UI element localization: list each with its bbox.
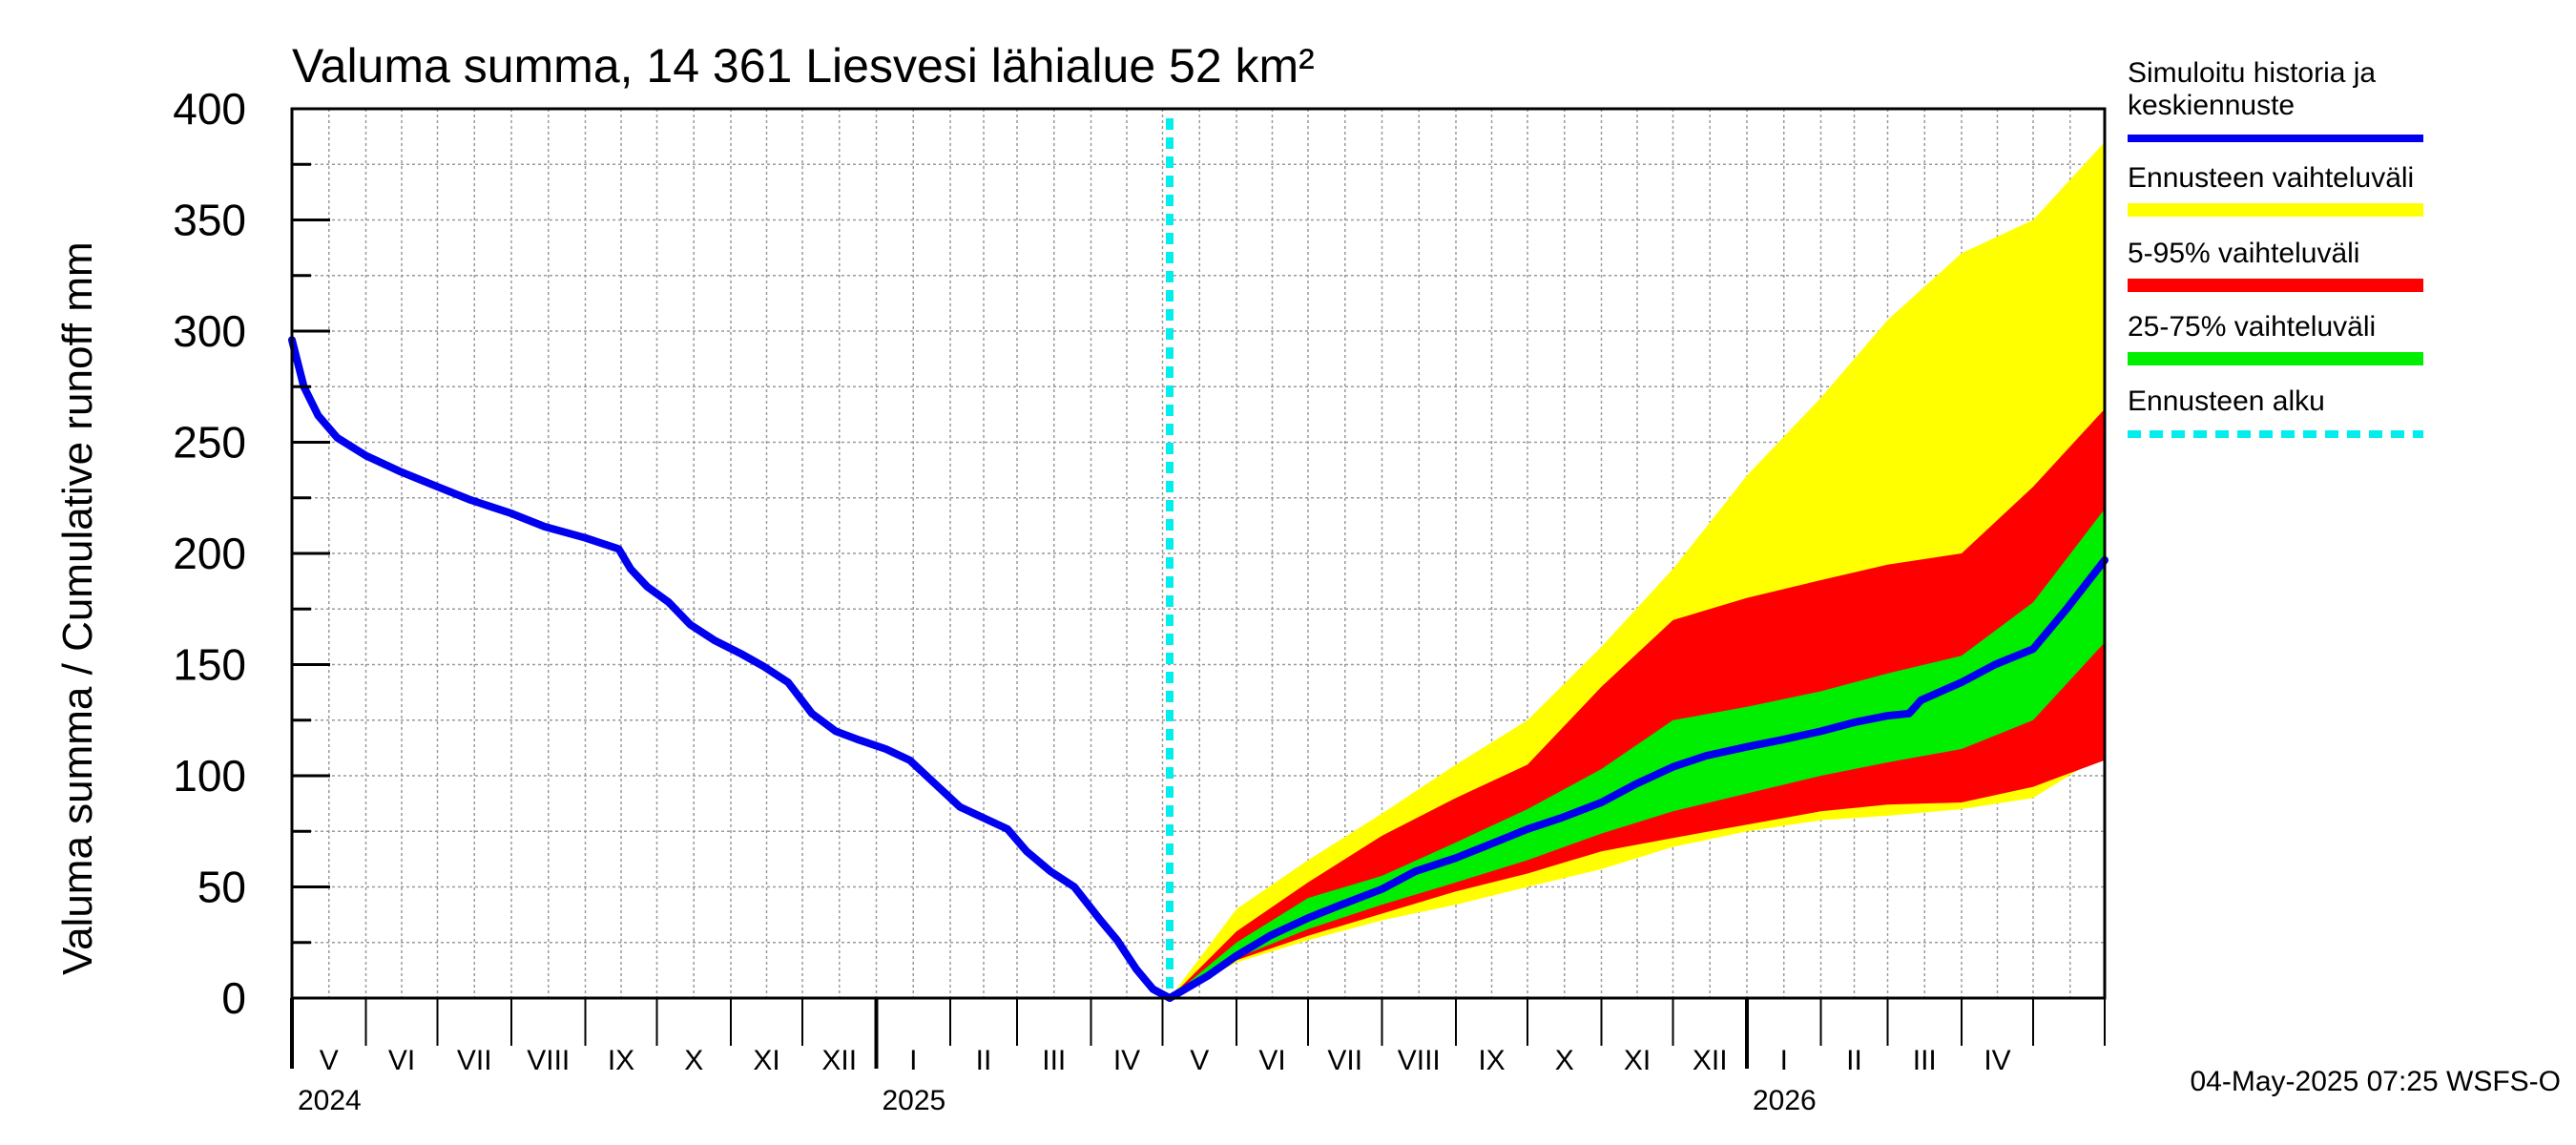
legend-label: Ennusteen vaihteluväli <box>2128 162 2414 194</box>
legend-item: Ennusteen alku <box>2128 385 2423 438</box>
month-label: XI <box>753 1045 779 1076</box>
median-forecast-line <box>1166 556 2109 1002</box>
band-5-95 <box>1170 408 2105 999</box>
month-label: X <box>684 1045 703 1076</box>
month-label: XII <box>821 1045 857 1076</box>
y-axis: 0 50 100 150 200 250 300 350 400 <box>173 84 330 1023</box>
legend-item: 25-75% vaihteluväli <box>2128 311 2423 365</box>
month-label: V <box>1190 1045 1209 1076</box>
year-label: 2026 <box>1753 1085 1817 1116</box>
month-label: VIII <box>527 1045 570 1076</box>
month-label: X <box>1555 1045 1574 1076</box>
month-label: VIII <box>1398 1045 1441 1076</box>
legend-label: Simuloitu historia ja <box>2128 57 2376 89</box>
chart-title: Valuma summa, 14 361 Liesvesi lähialue 5… <box>292 39 1315 93</box>
month-label: I <box>1780 1045 1788 1076</box>
y-tick-label: 200 <box>173 529 246 578</box>
history-line <box>288 336 1174 1002</box>
month-label: XI <box>1624 1045 1651 1076</box>
y-tick-label: 100 <box>173 751 246 801</box>
y-axis-label: Valuma summa / Cumulative runoff mm <box>54 241 101 975</box>
year-label: 2024 <box>298 1085 362 1116</box>
month-label: VII <box>457 1045 492 1076</box>
y-tick-label: 400 <box>173 84 246 134</box>
month-label: VII <box>1327 1045 1362 1076</box>
y-tick-label: 50 <box>197 863 246 912</box>
month-label: V <box>320 1045 339 1076</box>
month-label: IV <box>1113 1045 1140 1076</box>
legend-label: 25-75% vaihteluväli <box>2128 311 2376 343</box>
legend-label: keskiennuste <box>2128 90 2295 121</box>
month-label: I <box>909 1045 917 1076</box>
y-tick-label: 150 <box>173 640 246 690</box>
month-label: IV <box>1984 1045 2010 1076</box>
month-label: VI <box>388 1045 415 1076</box>
year-label: 2025 <box>883 1085 946 1116</box>
month-label: XII <box>1693 1045 1728 1076</box>
month-label: IX <box>1478 1045 1505 1076</box>
legend-label: 5-95% vaihteluväli <box>2128 238 2359 269</box>
month-label: IX <box>608 1045 634 1076</box>
legend-item: Ennusteen vaihteluväli <box>2128 162 2423 217</box>
legend-item: 5-95% vaihteluväli <box>2128 238 2423 292</box>
month-label: II <box>976 1045 992 1076</box>
x-axis: V VI VII VIII IX X XI XII I II III IV V VI VII VIII IX X X… <box>290 998 2106 1116</box>
y-tick-label: 350 <box>173 196 246 245</box>
timestamp-footer: 04-May-2025 07:25 WSFS-O <box>2191 1066 2562 1097</box>
month-label: III <box>1913 1045 1937 1076</box>
month-label: II <box>1846 1045 1862 1076</box>
y-tick-label: 300 <box>173 306 246 356</box>
y-tick-label: 250 <box>173 418 246 468</box>
legend-label: Ennusteen alku <box>2128 385 2325 417</box>
y-tick-label: 0 <box>221 973 246 1023</box>
month-label: III <box>1042 1045 1066 1076</box>
month-label: VI <box>1258 1045 1285 1076</box>
